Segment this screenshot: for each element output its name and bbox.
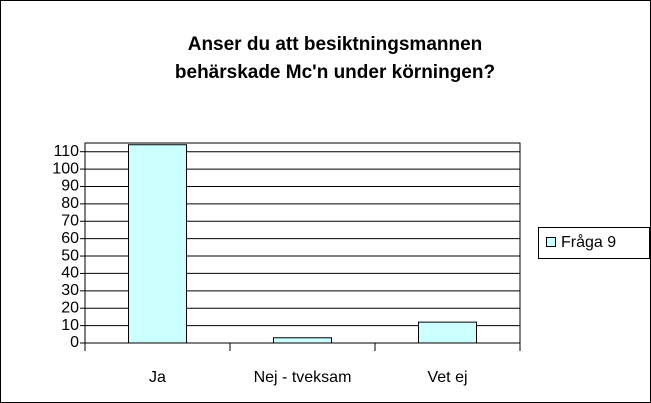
legend-box — [538, 227, 650, 259]
y-tick-label: 110 — [53, 143, 79, 160]
y-tick-label: 100 — [52, 160, 79, 177]
legend-swatch — [546, 237, 556, 247]
x-tick-label: Nej - tveksam — [254, 369, 352, 386]
legend-label: Fråga 9 — [561, 233, 616, 251]
x-tick-label: Vet ej — [427, 369, 467, 386]
y-tick-label: 0 — [70, 334, 79, 351]
chart-title: behärskade Mc'n under körningen? — [175, 62, 495, 83]
y-tick-label: 80 — [61, 195, 79, 212]
y-tick-label: 60 — [61, 230, 79, 247]
bar — [418, 321, 477, 344]
chart-title: Anser du att besiktningsmannen — [188, 34, 483, 55]
y-tick-label: 90 — [61, 178, 79, 195]
y-tick-label: 10 — [61, 317, 79, 334]
bar — [273, 337, 332, 344]
y-tick-label: 30 — [61, 282, 79, 299]
y-tick-label: 50 — [61, 247, 79, 264]
y-tick-label: 70 — [61, 212, 79, 229]
bar — [128, 144, 187, 344]
x-tick-label: Ja — [149, 369, 166, 386]
y-tick-label: 20 — [61, 299, 79, 316]
y-tick-label: 40 — [61, 265, 79, 282]
